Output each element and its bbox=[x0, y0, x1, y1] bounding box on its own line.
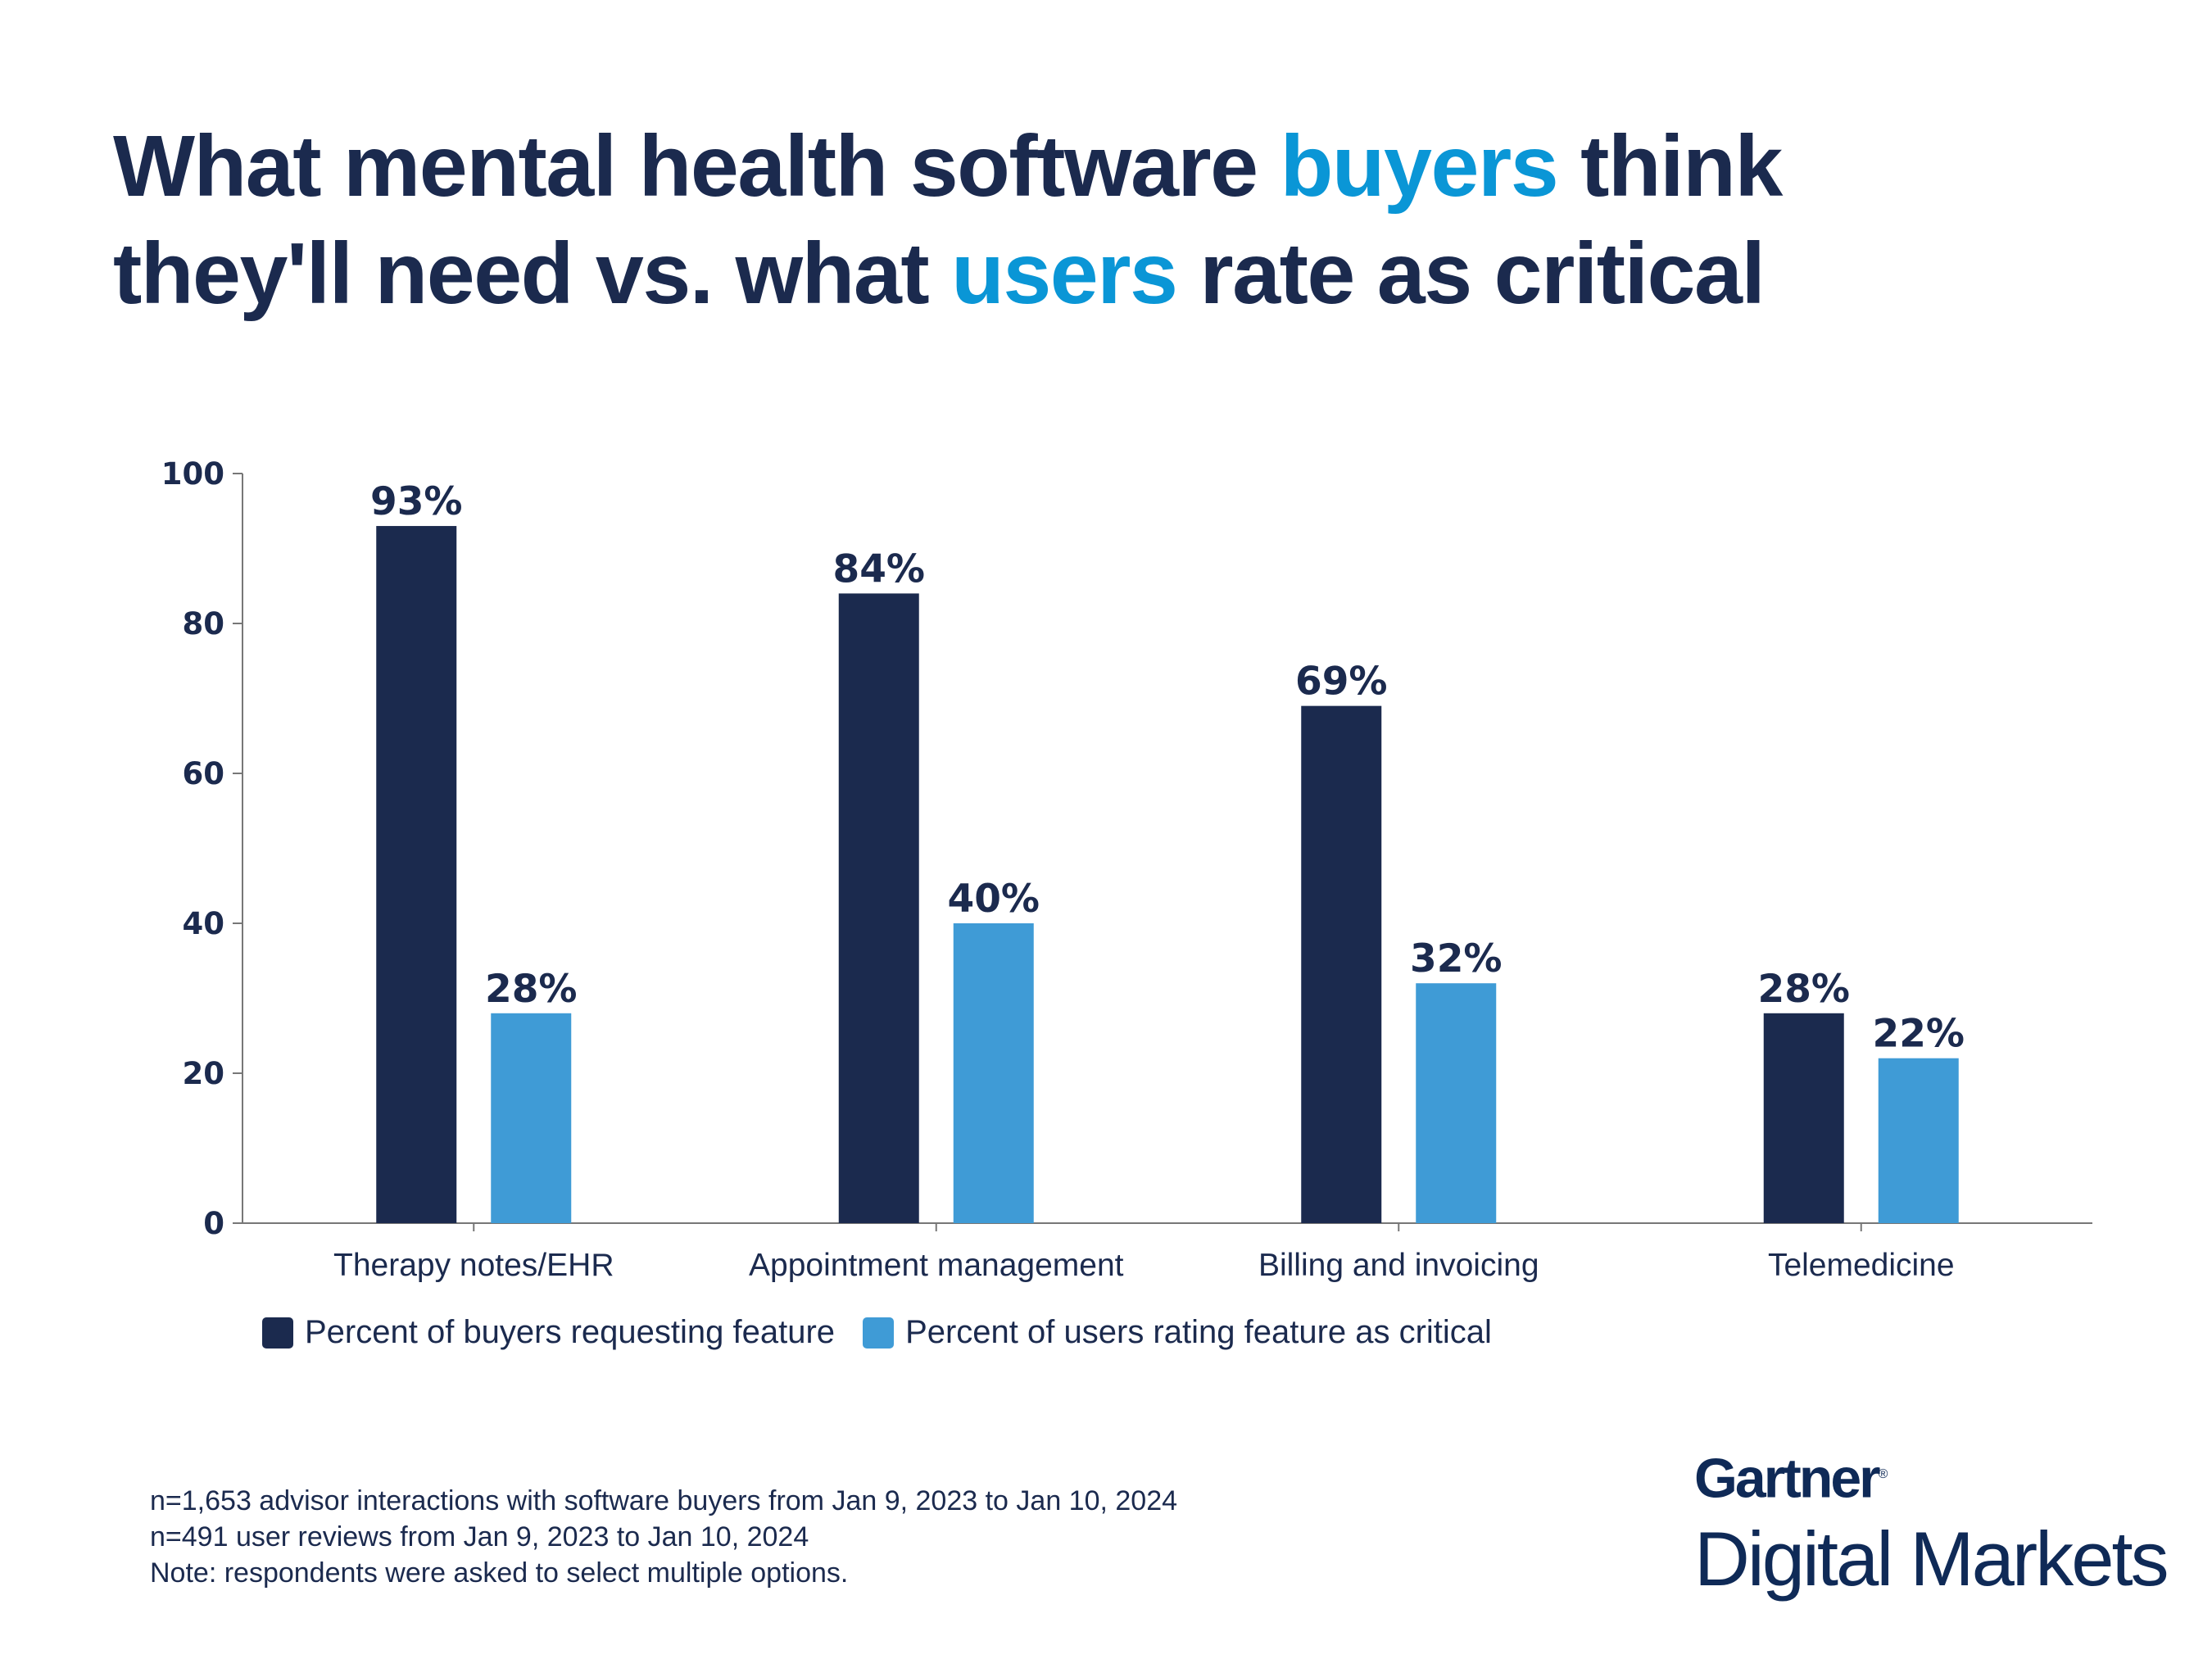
y-tick-label: 0 bbox=[203, 1206, 224, 1241]
data-label: 93% bbox=[370, 479, 463, 524]
bar-users bbox=[953, 923, 1034, 1223]
x-tick-label: Therapy notes/EHR bbox=[333, 1248, 614, 1283]
y-tick-label: 80 bbox=[183, 606, 225, 641]
title-line-2: they'll need vs. what users rate as crit… bbox=[113, 225, 1766, 322]
y-tick-label: 60 bbox=[183, 756, 225, 791]
footnotes: n=1,653 advisor interactions with softwa… bbox=[150, 1483, 1177, 1591]
bar-users bbox=[491, 1013, 572, 1223]
legend-swatch-users bbox=[863, 1317, 895, 1349]
x-tick-label: Billing and invoicing bbox=[1258, 1248, 1539, 1283]
gartner-digital-markets-logo: Gartner® Digital Markets bbox=[1694, 1442, 2169, 1602]
data-label: 32% bbox=[1410, 936, 1503, 981]
bar-chart: 0 20 40 60 80 100 Therapy notes/EHR 93% 28% Appoi… bbox=[161, 456, 2092, 1283]
y-tick-label: 40 bbox=[183, 906, 225, 941]
y-tick-label: 20 bbox=[183, 1056, 225, 1091]
data-label: 84% bbox=[833, 546, 926, 592]
bar-buyers bbox=[376, 526, 457, 1223]
footnote: n=1,653 advisor interactions with softwa… bbox=[150, 1485, 1178, 1516]
y-tick-label: 100 bbox=[161, 456, 224, 492]
chart-title: What mental health software buyers think… bbox=[113, 113, 1783, 328]
bar-users bbox=[1416, 983, 1497, 1223]
logo-brand: Gartner® bbox=[1694, 1447, 1888, 1510]
legend-item-users: Percent of users rating feature as criti… bbox=[863, 1314, 1492, 1351]
footnote: n=491 user reviews from Jan 9, 2023 to J… bbox=[150, 1521, 809, 1552]
x-tick-label: Telemedicine bbox=[1768, 1248, 1955, 1283]
data-label: 28% bbox=[1758, 967, 1851, 1012]
bar-users bbox=[1878, 1058, 1959, 1223]
legend-item-buyers: Percent of buyers requesting feature bbox=[262, 1314, 835, 1351]
title-highlight-buyers: buyers bbox=[1280, 118, 1559, 215]
title-line-1: What mental health software buyers think bbox=[113, 118, 1783, 215]
footnote: Note: respondents were asked to select m… bbox=[150, 1557, 849, 1589]
data-label: 69% bbox=[1295, 660, 1388, 705]
legend: Percent of buyers requesting feature Per… bbox=[262, 1314, 1520, 1351]
legend-swatch-buyers bbox=[262, 1317, 293, 1349]
data-label: 22% bbox=[1873, 1012, 1965, 1057]
bar-buyers bbox=[838, 593, 919, 1223]
bar-buyers bbox=[1301, 705, 1382, 1223]
x-tick-label: Appointment management bbox=[749, 1248, 1124, 1283]
logo-subtitle: Digital Markets bbox=[1694, 1515, 2169, 1602]
bar-buyers bbox=[1763, 1013, 1844, 1223]
data-label: 28% bbox=[485, 967, 578, 1012]
title-highlight-users: users bbox=[951, 225, 1178, 322]
data-label: 40% bbox=[948, 877, 1040, 922]
